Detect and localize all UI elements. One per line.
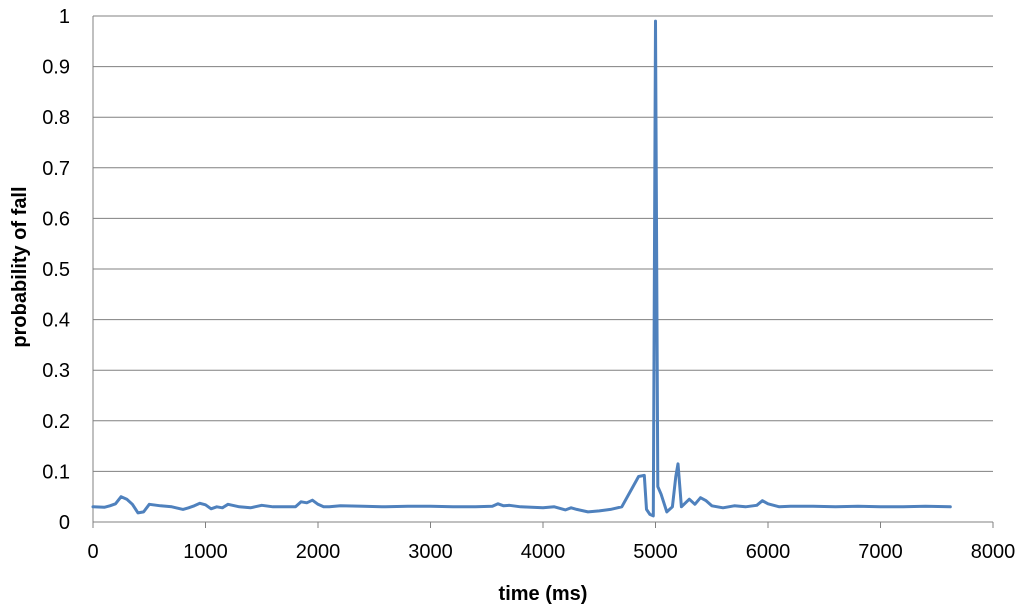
y-tick-label: 0.1: [42, 461, 70, 483]
y-tick-label: 0.8: [42, 107, 70, 129]
y-tick-label: 0.6: [42, 208, 70, 230]
x-axis-title: time (ms): [499, 583, 588, 605]
x-tick-label: 1000: [183, 541, 228, 563]
y-tick-label: 0.5: [42, 259, 70, 281]
series-layer: [91, 19, 952, 518]
y-tick-label: 0.2: [42, 411, 70, 433]
x-tick-label: 3000: [408, 541, 453, 563]
series-line-0: [91, 19, 952, 518]
y-tick-labels: 0 0.1 0.2 0.3 0.4 0.5 0.6 0.7 0.8 0.9 1: [42, 6, 70, 534]
gridlines: [93, 15, 993, 472]
x-tick-labels: 0 1000 2000 3000 4000 5000 6000 7000 8000: [87, 541, 1015, 563]
y-tick-label: 0.3: [42, 360, 70, 382]
y-axis-title: probability of fall: [9, 186, 31, 347]
x-tick-label: 5000: [633, 541, 678, 563]
x-tick-label: 7000: [858, 541, 903, 563]
x-tick-label: 0: [87, 541, 98, 563]
x-tick-label: 4000: [521, 541, 566, 563]
y-tick-label: 0.4: [42, 310, 70, 332]
x-tick-label: 6000: [746, 541, 791, 563]
y-tick-label: 0: [59, 512, 70, 534]
x-tick-label: 8000: [971, 541, 1016, 563]
y-tick-label: 0.9: [42, 57, 70, 79]
axes: [92, 16, 994, 528]
x-tick-label: 2000: [296, 541, 341, 563]
y-tick-label: 1: [59, 6, 70, 28]
y-tick-label: 0.7: [42, 158, 70, 180]
